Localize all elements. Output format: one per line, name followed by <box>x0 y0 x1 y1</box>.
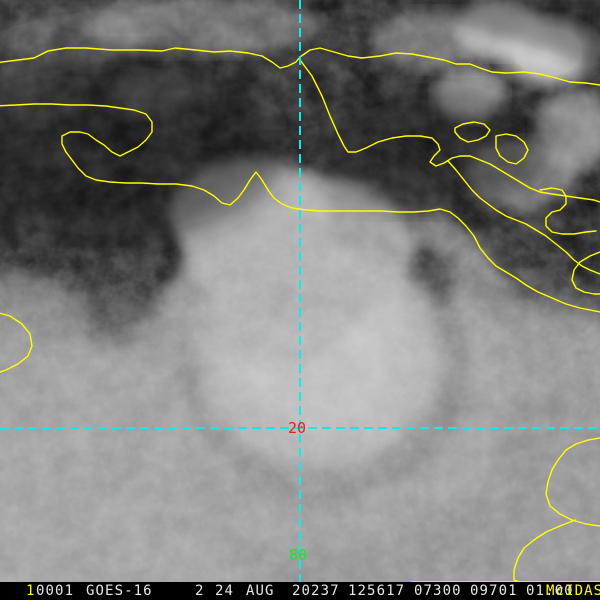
time-utc: 125617 <box>348 583 406 599</box>
satellite-name: GOES-16 <box>86 583 153 599</box>
field-one: 07300 <box>414 583 462 599</box>
month-name: AUG <box>246 583 275 599</box>
band-number: 2 <box>195 583 205 599</box>
year-julian-day: 20237 <box>292 583 340 599</box>
software-name: McIDAS <box>546 583 600 599</box>
latitude-label: 20 <box>288 419 307 437</box>
frame-number: 1 <box>26 583 36 599</box>
longitude-gridline-80w <box>299 0 301 582</box>
longitude-label: 80 <box>289 546 308 564</box>
status-bar: 1 0001 GOES-16 2 24 AUG 20237 125617 073… <box>0 582 600 600</box>
version-number: 01.00 <box>526 583 574 599</box>
field-two: 09701 <box>470 583 518 599</box>
image-id: 0001 <box>36 583 75 599</box>
day-number: 24 <box>215 583 235 599</box>
